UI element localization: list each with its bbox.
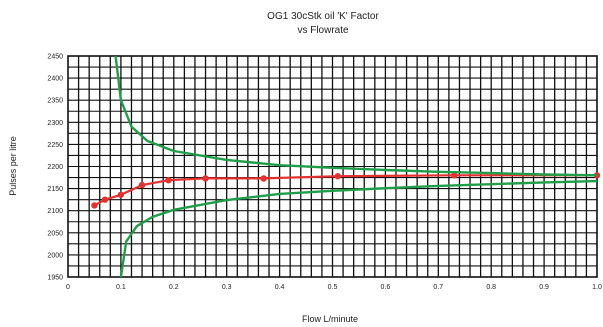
x-tick-label: 0.2 bbox=[169, 284, 179, 291]
data-point bbox=[202, 175, 208, 181]
y-tick-label: 2350 bbox=[47, 98, 63, 105]
y-tick-label: 2450 bbox=[47, 54, 63, 61]
chart-subtitle: vs Flowrate bbox=[297, 25, 349, 36]
y-tick-label: 2100 bbox=[47, 208, 63, 215]
y-tick-label: 2000 bbox=[47, 252, 63, 259]
data-point bbox=[261, 175, 267, 181]
x-tick-label: 0.6 bbox=[381, 284, 391, 291]
y-tick-label: 2150 bbox=[47, 186, 63, 193]
x-tick-label: 0.5 bbox=[328, 284, 338, 291]
y-tick-label: 2400 bbox=[47, 76, 63, 83]
x-tick-label: 0 bbox=[66, 284, 70, 291]
data-point bbox=[165, 177, 171, 183]
y-axis-label: Pulses per litre bbox=[8, 136, 18, 196]
y-tick-label: 2050 bbox=[47, 230, 63, 237]
x-tick-label: 0.7 bbox=[433, 284, 443, 291]
y-tick-label: 2250 bbox=[47, 142, 63, 149]
x-tick-label: 1.0 bbox=[592, 284, 602, 291]
data-point bbox=[335, 173, 341, 179]
x-tick-label: 0.1 bbox=[116, 284, 126, 291]
data-point bbox=[102, 196, 108, 202]
chart-title: OG1 30cStk oil 'K' Factor bbox=[267, 11, 379, 22]
data-point bbox=[118, 192, 124, 198]
x-tick-label: 0.3 bbox=[222, 284, 232, 291]
y-tick-label: 2200 bbox=[47, 164, 63, 171]
y-tick-label: 1950 bbox=[47, 275, 63, 282]
x-tick-label: 0.9 bbox=[539, 284, 549, 291]
y-tick-label: 2300 bbox=[47, 120, 63, 127]
grid bbox=[68, 56, 597, 277]
x-axis-label: Flow L/minute bbox=[302, 314, 358, 324]
data-point bbox=[91, 202, 97, 208]
x-tick-label: 0.8 bbox=[486, 284, 496, 291]
x-tick-label: 0.4 bbox=[275, 284, 285, 291]
data-point bbox=[139, 182, 145, 188]
